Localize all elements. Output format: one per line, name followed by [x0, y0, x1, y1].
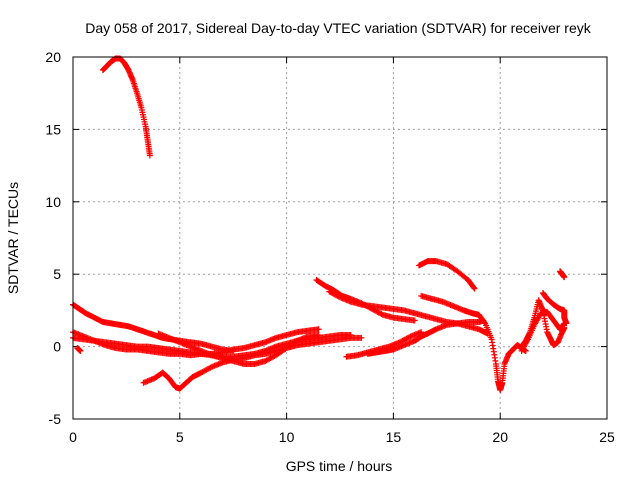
x-tick-label: 25 — [599, 429, 615, 445]
plot-frame — [72, 56, 608, 420]
chart-title: Day 058 of 2017, Sidereal Day-to-day VTE… — [85, 20, 591, 36]
data-point — [358, 334, 365, 341]
y-tick-label: 0 — [53, 339, 61, 355]
y-tick-label: -5 — [49, 411, 62, 427]
data-point — [470, 284, 477, 291]
data-point — [335, 293, 342, 300]
x-tick-label: 15 — [386, 429, 402, 445]
data-point — [315, 332, 322, 339]
grid-lines — [73, 57, 607, 419]
data-point — [471, 285, 478, 292]
data-point — [378, 311, 385, 318]
x-tick-label: 0 — [69, 429, 77, 445]
data-point — [480, 317, 487, 324]
x-tick-label: 5 — [176, 429, 184, 445]
data-point — [561, 274, 568, 281]
y-axis-label: SDTVAR / TECUs — [5, 182, 21, 294]
y-tick-label: 5 — [53, 266, 61, 282]
data-point — [563, 320, 570, 327]
data-point — [315, 326, 322, 333]
data-point — [207, 364, 214, 371]
data-point — [77, 347, 84, 354]
y-tick-label: 20 — [45, 49, 61, 65]
data-points — [70, 55, 570, 394]
data-point — [406, 334, 413, 341]
x-axis-label: GPS time / hours — [286, 458, 393, 474]
tick-labels: 0 5 10 15 20 25 -5 0 5 10 15 20 — [45, 49, 615, 445]
data-point — [146, 152, 153, 159]
data-point — [411, 317, 418, 324]
x-tick-label: 20 — [492, 429, 508, 445]
y-tick-label: 10 — [45, 194, 61, 210]
axis-ticks — [72, 56, 608, 420]
x-tick-label: 10 — [279, 429, 295, 445]
data-point — [418, 329, 425, 336]
y-tick-label: 15 — [45, 121, 61, 137]
